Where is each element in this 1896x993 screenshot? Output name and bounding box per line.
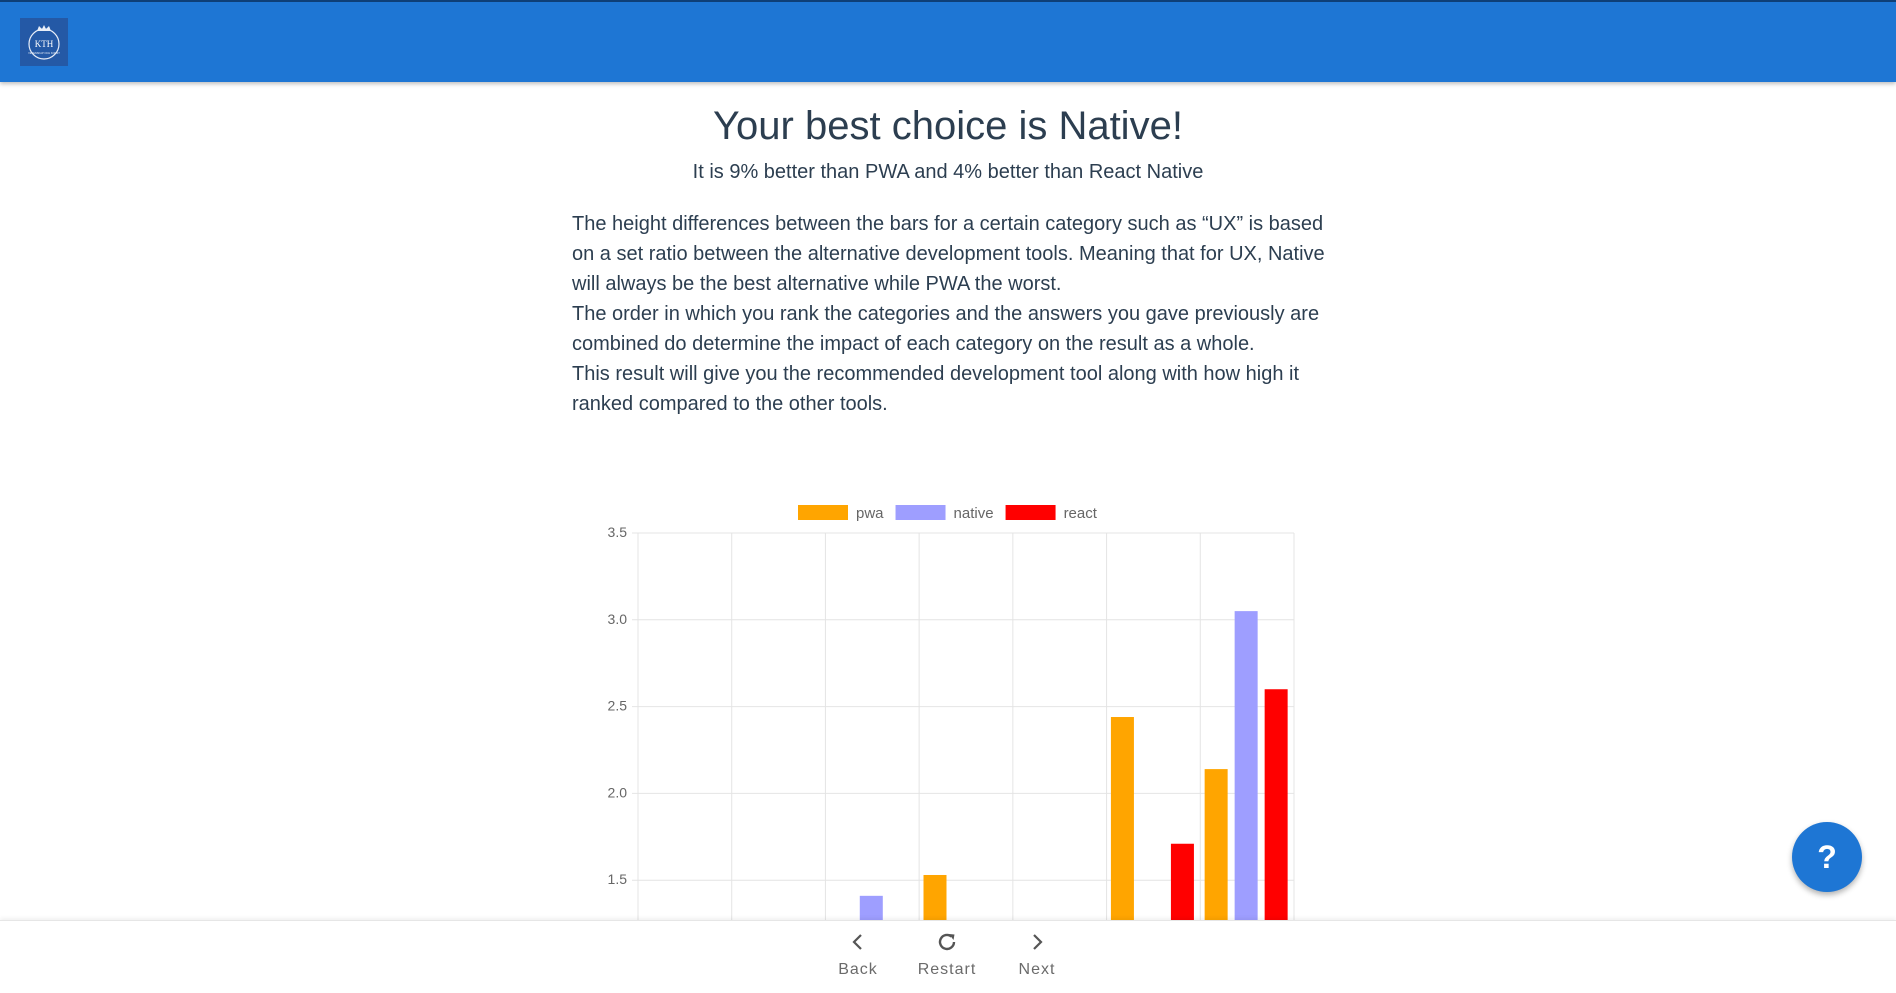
chart-y-axis: 3.5 3.0 2.5 2.0 1.5 <box>608 524 628 887</box>
y-tick-label: 3.0 <box>608 611 628 627</box>
bottom-navigation: Back Restart Next <box>0 920 1896 993</box>
y-tick-label: 2.5 <box>608 698 628 714</box>
legend-label-react[interactable]: react <box>1064 505 1098 522</box>
description-paragraph: This result will give you the recommende… <box>572 363 1300 415</box>
back-button[interactable]: Back <box>818 923 898 991</box>
restart-button[interactable]: Restart <box>907 923 987 991</box>
help-button[interactable]: ? <box>1792 822 1862 892</box>
refresh-icon <box>935 927 959 957</box>
bar-react[interactable] <box>1264 689 1288 920</box>
description-paragraph: The height differences between the bars … <box>572 213 1325 295</box>
bar-pwa[interactable] <box>923 874 947 920</box>
bar-pwa[interactable] <box>1110 717 1134 920</box>
chevron-right-icon <box>1030 927 1044 957</box>
legend-swatch-react <box>1005 505 1056 520</box>
bar-native[interactable] <box>859 895 883 920</box>
logo-subtext: VETENSKAP OCH KONST <box>28 51 60 55</box>
description-paragraph: The order in which you rank the categori… <box>572 303 1320 355</box>
bar-native[interactable] <box>1234 611 1258 920</box>
legend-label-native[interactable]: native <box>954 505 994 522</box>
chart-grid <box>632 532 1295 920</box>
bar-pwa[interactable] <box>1204 769 1228 920</box>
next-label: Next <box>1018 961 1056 978</box>
next-button[interactable]: Next <box>997 923 1077 991</box>
results-bar-chart: pwa native react 3.5 3.0 2.5 2.0 1.5 <box>608 505 1295 920</box>
page-title: Your best choice is Native! <box>713 104 1183 148</box>
legend-label-pwa[interactable]: pwa <box>856 505 884 522</box>
description: The height differences between the bars … <box>572 209 1334 419</box>
logo-text: KTH <box>35 39 54 49</box>
y-tick-label: 1.5 <box>608 871 628 887</box>
chart-bars <box>859 611 1288 920</box>
kth-logo-icon: KTH VETENSKAP OCH KONST <box>28 25 60 60</box>
restart-label: Restart <box>917 961 977 978</box>
main-content: Your best choice is Native! It is 9% bet… <box>0 82 1896 920</box>
y-tick-label: 2.0 <box>608 784 628 800</box>
chart-legend: pwa native react <box>798 505 1098 522</box>
y-tick-label: 3.5 <box>608 524 628 540</box>
kth-logo[interactable]: KTH VETENSKAP OCH KONST <box>20 18 68 66</box>
page-subtitle: It is 9% better than PWA and 4% better t… <box>692 161 1204 183</box>
back-label: Back <box>838 961 878 978</box>
legend-swatch-native <box>895 505 946 520</box>
bar-react[interactable] <box>1170 843 1194 920</box>
header-bar: KTH VETENSKAP OCH KONST <box>0 0 1896 82</box>
chevron-left-icon <box>851 927 865 957</box>
legend-swatch-pwa <box>798 505 848 520</box>
